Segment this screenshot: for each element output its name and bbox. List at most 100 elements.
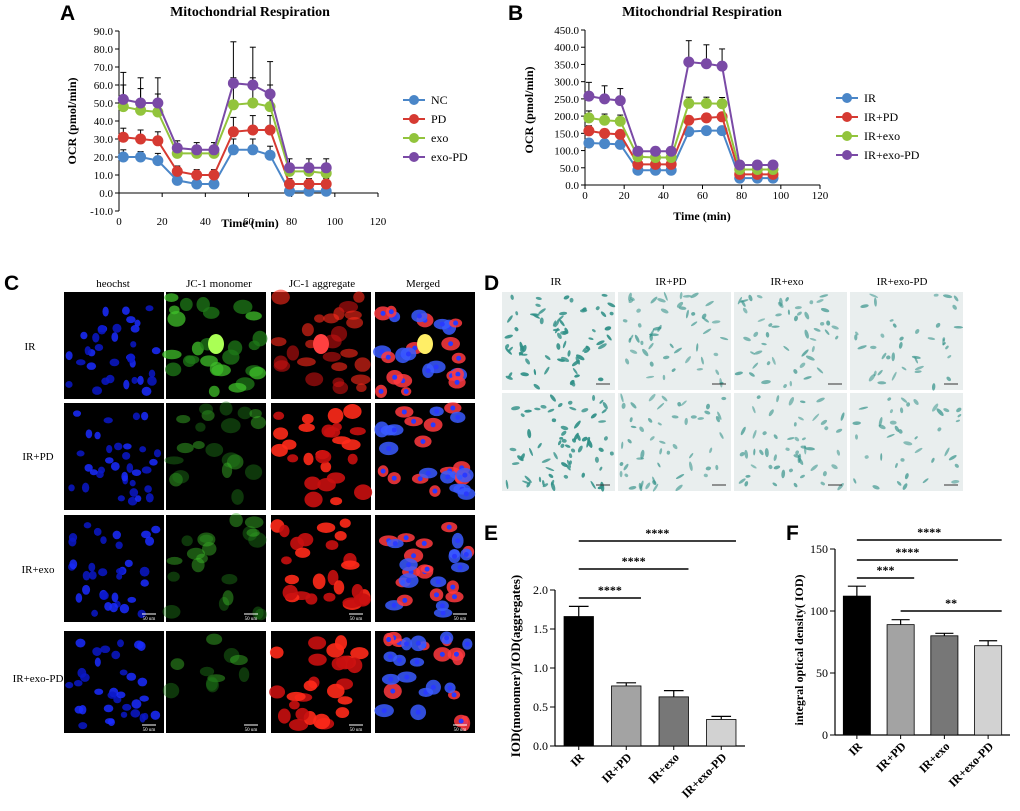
y-tick-label: 2.0 xyxy=(533,583,548,597)
stained-cell xyxy=(752,405,756,414)
nucleus xyxy=(411,418,417,424)
stained-cell xyxy=(577,445,583,453)
cell xyxy=(199,534,214,544)
cell xyxy=(332,381,349,395)
nucleus xyxy=(378,388,384,394)
nucleus xyxy=(445,474,451,480)
stained-cell xyxy=(889,420,897,425)
nucleus xyxy=(450,584,456,590)
y-tick-label: 0.5 xyxy=(533,700,548,714)
y-tick-label: 0 xyxy=(822,728,828,742)
cell xyxy=(134,319,141,327)
significance-label: **** xyxy=(917,525,941,539)
stained-cell xyxy=(775,313,782,317)
cell xyxy=(162,682,180,699)
stained-cell xyxy=(691,312,696,316)
cell xyxy=(103,417,113,424)
cell xyxy=(207,674,226,683)
stained-cell xyxy=(621,441,624,449)
stained-cell xyxy=(576,354,585,361)
stained-cell xyxy=(596,340,605,346)
cell xyxy=(73,679,83,687)
stained-cell xyxy=(679,292,683,300)
cell xyxy=(121,471,128,482)
cell xyxy=(81,482,90,493)
cell xyxy=(237,406,253,420)
stained-cell xyxy=(740,426,746,436)
cell xyxy=(117,639,124,648)
data-point-pd xyxy=(152,135,164,147)
micro-tile-ir-pd-heochst xyxy=(64,403,164,510)
cell xyxy=(127,496,138,506)
stained-cell xyxy=(581,436,588,442)
stained-cell xyxy=(768,409,774,417)
nucleus xyxy=(454,379,460,385)
chart-a-xlabel: Time (min) xyxy=(221,216,278,230)
cell xyxy=(126,672,137,681)
stained-cell xyxy=(886,355,891,360)
stained-cell xyxy=(564,327,569,334)
cell xyxy=(121,306,130,315)
data-point-ir-exo-pd xyxy=(700,58,712,70)
stained-cell xyxy=(591,329,596,333)
stained-cell xyxy=(719,377,723,388)
cell xyxy=(353,593,371,607)
y-tick-label: 100.0 xyxy=(554,146,579,158)
cell xyxy=(347,453,358,465)
stained-cell xyxy=(878,424,886,430)
stained-cell xyxy=(600,311,607,318)
stained-cell xyxy=(581,472,585,478)
stained-cell xyxy=(657,422,662,426)
cell xyxy=(122,452,131,460)
stained-cell xyxy=(768,464,773,470)
cell xyxy=(271,289,290,305)
stained-cell xyxy=(705,403,710,410)
nucleus xyxy=(405,351,411,357)
cell xyxy=(323,592,336,602)
stained-cell xyxy=(932,403,939,412)
stained-cell xyxy=(738,478,746,484)
stained-cell xyxy=(840,412,845,421)
nucleus xyxy=(416,313,422,319)
stained-cell xyxy=(570,448,576,453)
stained-cell xyxy=(898,341,903,349)
cell xyxy=(94,657,101,667)
nucleus xyxy=(430,684,436,690)
data-point-ir-exo-pd xyxy=(716,60,728,72)
stained-cell xyxy=(561,462,568,468)
stained-cell xyxy=(768,323,773,327)
stained-cell xyxy=(630,402,637,409)
stained-cell xyxy=(557,332,562,339)
cell xyxy=(102,306,109,317)
nucleus xyxy=(425,470,431,476)
micro-tile-ir-exo-pd-heochst: 50 um xyxy=(64,631,164,733)
stained-cell xyxy=(801,437,806,441)
nucleus xyxy=(386,445,392,451)
cell xyxy=(284,574,300,585)
stained-cell xyxy=(662,374,666,381)
stained-cell xyxy=(671,415,679,419)
data-point-nc xyxy=(117,151,129,163)
stained-cell xyxy=(809,337,817,341)
y-tick-label: 350.0 xyxy=(554,59,579,71)
stained-cell xyxy=(889,409,893,414)
stained-cell xyxy=(820,322,825,326)
stained-cell xyxy=(705,300,714,307)
x-tick-label-ir-pd: IR+PD xyxy=(599,750,635,786)
cell xyxy=(295,547,311,558)
stained-cell xyxy=(754,350,763,355)
nucleus xyxy=(406,578,412,584)
stained-cell xyxy=(508,346,513,352)
stained-cell xyxy=(764,447,769,458)
stained-cell xyxy=(759,449,764,456)
stained-cell xyxy=(744,481,749,487)
stained-cell xyxy=(894,425,900,432)
cell xyxy=(249,366,266,380)
stained-cell xyxy=(696,343,699,352)
data-point-ir-exo xyxy=(700,97,712,109)
cell xyxy=(350,647,369,660)
cell xyxy=(271,443,288,457)
stained-cell xyxy=(511,462,520,465)
y-tick-label: 20.0 xyxy=(94,152,114,164)
x-tick-label: 0 xyxy=(116,216,122,228)
